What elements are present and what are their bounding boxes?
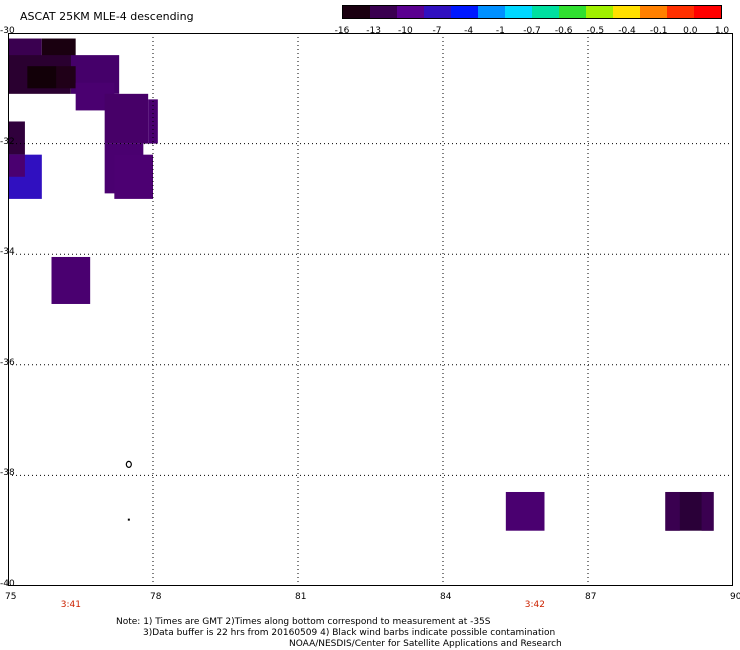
note-line-1: Note: 1) Times are GMT 2)Times along bot…: [116, 617, 491, 627]
colorbar-tick-label: -4: [464, 26, 474, 36]
colorbar-swatch: [640, 6, 667, 18]
data-cell: [701, 491, 714, 531]
note-line-2: 3)Data buffer is 22 hrs from 20160509 4)…: [143, 628, 556, 638]
colorbar-tick-label: -0.4: [618, 26, 636, 36]
latitude-tick-label: -32: [0, 136, 15, 147]
latitude-tick-label: -36: [0, 357, 15, 368]
longitude-tick-label: 78: [150, 592, 162, 602]
data-cell: [8, 121, 25, 155]
colorbar-swatch: [370, 6, 397, 18]
island-marker: [125, 460, 132, 468]
longitude-tick-label: 90: [730, 592, 740, 602]
colorbar-tick-label: -13: [366, 26, 382, 36]
longitude-tick-label: 81: [295, 592, 307, 602]
colorbar: [342, 5, 722, 19]
colorbar-swatch: [586, 6, 613, 18]
plot-frame: [8, 33, 733, 586]
data-cell: [56, 66, 76, 89]
colorbar-swatch: [397, 6, 424, 18]
colorbar-swatch: [424, 6, 451, 18]
pass-time-label: 3:42: [524, 600, 545, 610]
colorbar-tick-label: 1.0: [714, 26, 730, 36]
data-cell: [104, 93, 149, 144]
colorbar-swatch: [667, 6, 694, 18]
colorbar-swatch: [694, 6, 721, 18]
pass-time-label: 3:41: [60, 600, 81, 610]
latitude-tick-label: -34: [0, 247, 15, 258]
colorbar-tick-label: -0.6: [554, 26, 573, 36]
colorbar-tick-label: -1: [495, 26, 505, 36]
data-cell: [8, 154, 25, 177]
longitude-tick-label: 75: [5, 592, 17, 602]
colorbar-swatch: [478, 6, 505, 18]
map-title: ASCAT 25KM MLE-4 descending: [20, 10, 194, 23]
colorbar-tick-label: -10: [397, 26, 413, 36]
colorbar-tick-label: 0.0: [683, 26, 698, 36]
colorbar-tick-label: -0.7: [523, 26, 541, 36]
data-cell: [114, 154, 153, 199]
data-cell: [51, 256, 91, 304]
colorbar-tick-label: -16: [334, 26, 350, 36]
longitude-tick-label: 84: [440, 592, 452, 602]
data-cell: [27, 66, 57, 89]
colorbar-swatch: [532, 6, 559, 18]
longitude-tick-label: 87: [585, 592, 597, 602]
colorbar-swatch: [505, 6, 532, 18]
latitude-tick-label: -30: [0, 26, 15, 36]
colorbar-tick-label: -0.5: [586, 26, 605, 36]
data-cell: [505, 491, 545, 531]
island-marker: [127, 518, 130, 521]
map-plot[interactable]: [8, 33, 733, 586]
latitude-tick-label: -40: [0, 579, 15, 589]
data-cell: [665, 491, 680, 531]
colorbar-swatch: [451, 6, 478, 18]
colorbar-swatch: [343, 6, 370, 18]
colorbar-tick-label: -7: [432, 26, 442, 36]
colorbar-swatch: [613, 6, 640, 18]
colorbar-swatch: [559, 6, 586, 18]
latitude-tick-label: -38: [0, 468, 15, 479]
note-line-3: NOAA/NESDIS/Center for Satellite Applica…: [289, 639, 562, 649]
colorbar-tick-label: -0.1: [649, 26, 668, 36]
